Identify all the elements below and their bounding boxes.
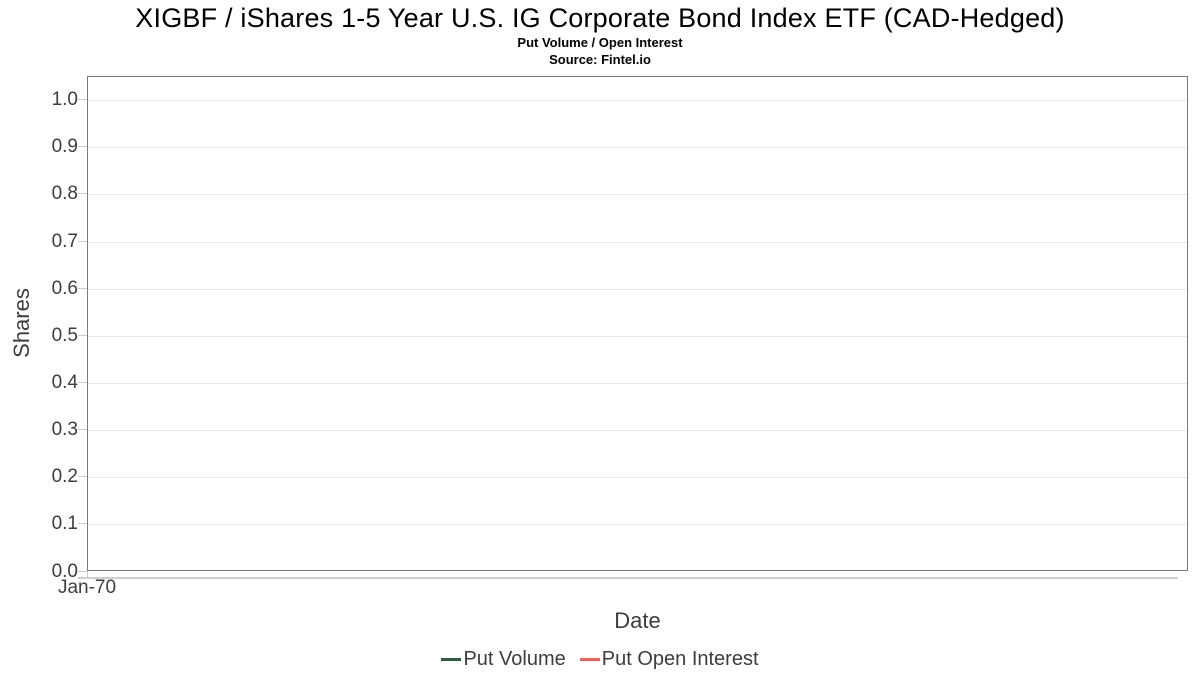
gridline (88, 524, 1187, 526)
y-tick-mark (78, 193, 87, 195)
gridline (88, 241, 1187, 243)
gridline (88, 477, 1187, 479)
y-tick-label: 0.8 (51, 183, 78, 205)
gridline (88, 194, 1187, 196)
chart-source: Source: Fintel.io (549, 52, 651, 67)
gridline (88, 147, 1187, 149)
y-tick-mark (78, 476, 87, 478)
y-tick-mark (78, 334, 87, 336)
y-tick-mark (78, 570, 87, 572)
y-tick-mark (78, 146, 87, 148)
x-axis-label: Date (614, 608, 661, 633)
y-tick-label: 0.2 (51, 466, 78, 488)
y-tick-label: 0.7 (51, 230, 78, 252)
y-tick-label: 0.6 (51, 277, 78, 299)
gridline (88, 335, 1187, 337)
x-axis-underline (78, 577, 1178, 579)
y-tick-mark (78, 240, 87, 242)
y-tick-label: 1.0 (51, 89, 78, 111)
y-tick-label: 0.1 (51, 513, 78, 535)
x-tick-mark (86, 571, 88, 577)
legend-line-icon (579, 657, 600, 661)
chart-subtitle: Put Volume / Open Interest (517, 35, 683, 50)
gridline (88, 430, 1187, 432)
gridline (88, 382, 1187, 384)
gridline (88, 288, 1187, 290)
y-tick-label: 0.4 (51, 371, 78, 393)
y-tick-mark (78, 523, 87, 525)
y-tick-label: 0.3 (51, 419, 78, 441)
legend-label: Put Open Interest (601, 648, 759, 670)
legend-line-icon (441, 657, 462, 661)
legend-item[interactable]: Put Open Interest (579, 646, 759, 672)
y-tick-label: 0.9 (51, 136, 78, 158)
plot-area (87, 76, 1188, 571)
y-tick-mark (78, 429, 87, 431)
chart-title: XIGBF / iShares 1-5 Year U.S. IG Corpora… (135, 3, 1065, 33)
y-tick-label: 0.5 (51, 324, 78, 346)
y-tick-mark (78, 99, 87, 101)
y-tick-label: 0.0 (51, 560, 78, 582)
legend: Put Volume Put Open Interest (0, 646, 1200, 672)
y-tick-mark (78, 381, 87, 383)
gridline (88, 100, 1187, 102)
y-tick-mark (78, 287, 87, 289)
x-tick-label: Jan-70 (57, 577, 117, 598)
legend-label: Put Volume (463, 648, 566, 670)
legend-item[interactable]: Put Volume (441, 646, 566, 672)
